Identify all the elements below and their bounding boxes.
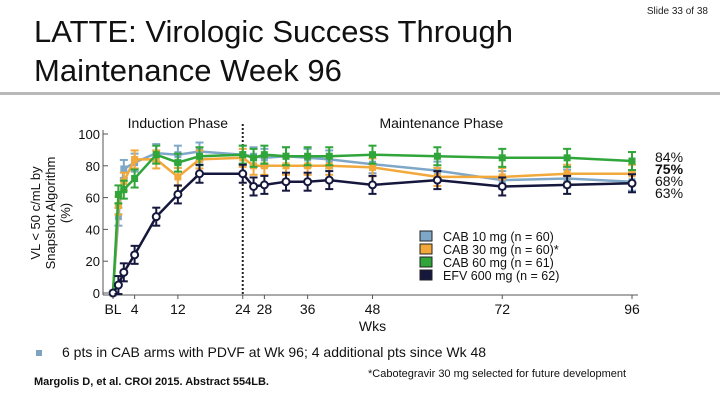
y-tick-label: 100 — [78, 127, 100, 142]
slide-title: LATTE: Virologic Success Through Mainten… — [34, 12, 634, 90]
footnote: *Cabotegravir 30 mg selected for future … — [368, 368, 627, 380]
chart-legend: CAB 10 mg (n = 60)CAB 30 mg (n = 60)*CAB… — [419, 230, 559, 283]
maintenance-phase-label: Maintenance Phase — [379, 115, 503, 131]
x-tick-label: 4 — [131, 301, 139, 317]
data-point — [260, 151, 268, 159]
y-axis-label-line: VL < 50 c/mL by — [28, 166, 43, 260]
x-tick-label: 12 — [170, 301, 186, 317]
end-label-cab30: 75% — [655, 161, 684, 177]
x-tick-label: BL — [104, 301, 121, 317]
data-point — [368, 180, 377, 190]
bullet-square-icon — [36, 350, 42, 357]
data-point — [174, 173, 182, 181]
data-point — [369, 163, 376, 171]
data-point — [563, 154, 571, 162]
data-point — [627, 178, 637, 188]
data-point — [152, 151, 160, 159]
end-label-cab60: 68% — [655, 173, 683, 189]
series-cab60 — [109, 144, 636, 297]
series-line-cab30 — [111, 156, 632, 294]
bullet-note: 6 pts in CAB arms with PDVF at Wk 96; 4 … — [36, 344, 486, 360]
series-efv — [108, 163, 637, 298]
data-point — [628, 157, 636, 165]
data-point — [562, 180, 572, 190]
data-point — [131, 175, 139, 183]
x-axis-label: Wks — [359, 318, 386, 334]
x-tick-label: 48 — [365, 301, 381, 317]
data-point — [196, 152, 203, 160]
induction-phase-label: Induction Phase — [128, 115, 229, 131]
data-point — [151, 212, 161, 222]
legend-label-cab60: CAB 60 mg (n = 61) — [443, 256, 554, 270]
data-point — [120, 186, 128, 194]
x-tick-label: 96 — [624, 301, 640, 317]
data-point — [259, 180, 269, 190]
data-point — [174, 159, 182, 167]
data-point — [563, 170, 571, 178]
legend-label-cab10: CAB 10 mg (n = 60) — [443, 230, 554, 244]
x-tick-label: 28 — [257, 301, 273, 317]
title-line-2: Maintenance Week 96 — [34, 53, 342, 88]
data-point — [130, 250, 140, 260]
legend-swatch-cab10 — [419, 230, 433, 242]
legend-swatch-cab60 — [419, 256, 433, 268]
data-point — [108, 288, 118, 298]
data-point — [369, 151, 376, 159]
title-line-1: LATTE: Virologic Success Through — [34, 14, 514, 49]
y-tick-label: 0 — [93, 286, 100, 301]
chart-series — [108, 141, 637, 298]
data-point — [119, 267, 129, 277]
y-tick-label: 20 — [86, 254, 100, 269]
slide-number: Slide 33 of 38 — [646, 6, 708, 17]
data-point — [173, 189, 183, 199]
data-point — [239, 151, 247, 159]
chart-labels: 84%75%68%63% — [655, 149, 684, 201]
chart-axes: 0 20 40 60 80 100 BL 4 12 24 28 36 48 72 96 Wks VL < 50 … — [28, 115, 640, 334]
x-tick-label: 24 — [235, 301, 251, 317]
data-point — [249, 181, 259, 191]
data-point — [131, 155, 139, 163]
legend-label-cab30: CAB 30 mg (n = 60)* — [443, 243, 559, 257]
y-tick-label: 80 — [86, 159, 100, 174]
data-point — [432, 175, 442, 185]
legend-swatch-cab30 — [419, 243, 433, 255]
data-point — [114, 190, 122, 198]
data-point — [282, 152, 290, 160]
data-point — [304, 152, 312, 160]
data-point — [260, 162, 268, 170]
x-tick-label: 72 — [494, 301, 510, 317]
bullet-text: 6 pts in CAB arms with PDVF at Wk 96; 4 … — [62, 344, 487, 360]
citation: Margolis D, et al. CROI 2015. Abstract 5… — [34, 376, 269, 388]
data-point — [238, 169, 248, 179]
legend-label-efv: EFV 600 mg (n = 62) — [443, 269, 559, 283]
data-point — [497, 181, 507, 191]
data-point — [113, 280, 123, 290]
x-tick-label: 36 — [300, 301, 316, 317]
data-point — [433, 152, 441, 160]
end-label-cab10: 84% — [655, 149, 683, 165]
y-tick-label: 40 — [86, 222, 100, 237]
data-point — [250, 154, 258, 162]
data-point — [195, 169, 204, 179]
y-axis-label-line: Snapshot Algorithm — [43, 157, 58, 270]
legend-swatch-efv — [419, 269, 433, 281]
end-label-efv: 63% — [655, 185, 683, 201]
y-axis-label: VL < 50 c/mL bySnapshot Algorithm(%) — [28, 157, 73, 270]
data-point — [325, 152, 333, 160]
data-point — [281, 177, 291, 187]
data-point — [324, 175, 334, 185]
data-point — [120, 165, 128, 173]
y-tick-label: 60 — [86, 191, 100, 206]
y-axis-label-line: (%) — [58, 203, 73, 223]
data-point — [498, 154, 506, 162]
title-divider — [0, 92, 720, 95]
data-point — [303, 177, 313, 187]
